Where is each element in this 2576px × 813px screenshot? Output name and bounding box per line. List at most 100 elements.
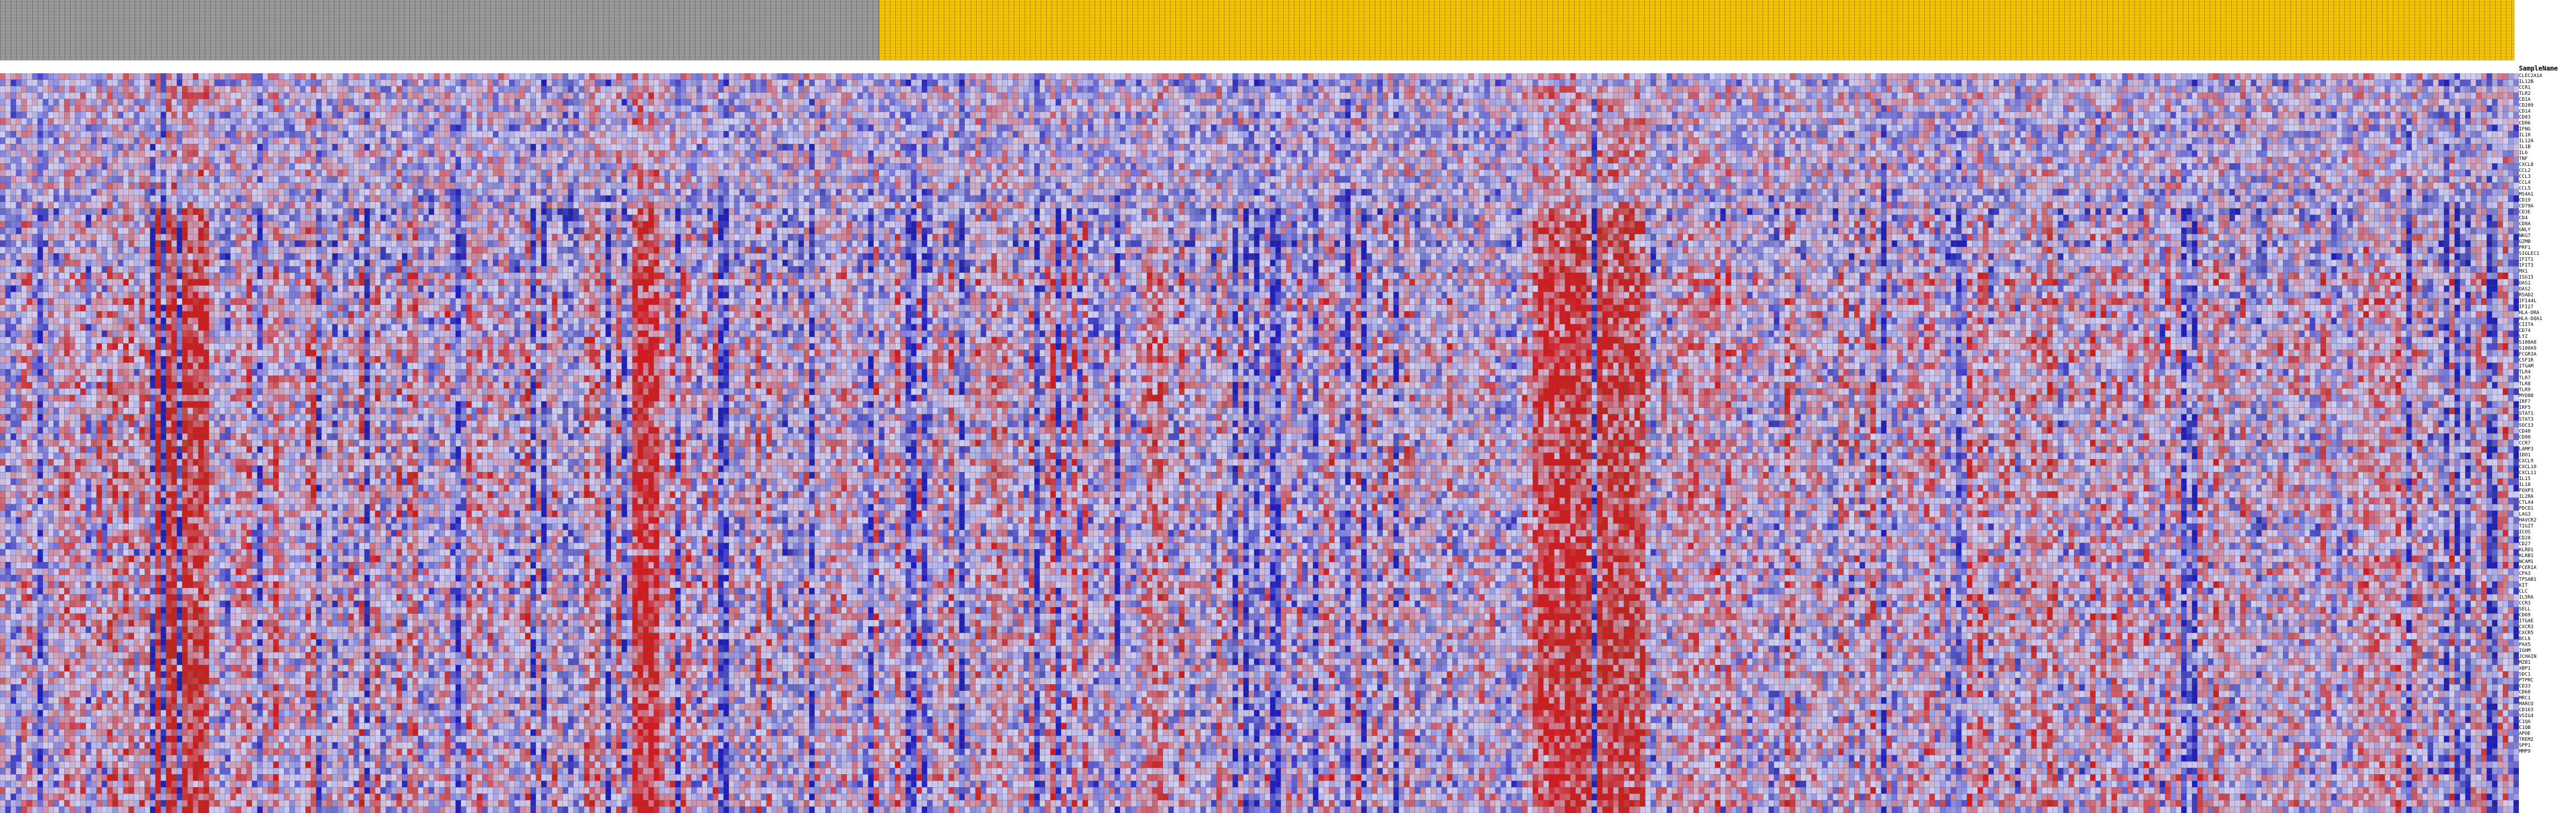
heatmap-cell: [349, 80, 354, 86]
heatmap-cell: [600, 125, 605, 131]
heatmap-cell: [2230, 73, 2235, 80]
heatmap-cell: [1350, 125, 1356, 131]
heatmap-cell: [1286, 93, 1292, 99]
heatmap-cell: [1425, 125, 1431, 131]
heatmap-cell: [2283, 99, 2288, 106]
heatmap-cell: [1425, 80, 1431, 86]
heatmap-cell: [498, 137, 504, 144]
heatmap-cell: [1565, 131, 1570, 137]
heatmap-cell: [997, 93, 1002, 99]
heatmap-cell: [1549, 112, 1554, 119]
heatmap-cell: [1297, 131, 1303, 137]
heatmap-cell: [2363, 86, 2369, 93]
heatmap-cell: [589, 93, 595, 99]
heatmap-cell: [2299, 86, 2305, 93]
heatmap-cell: [214, 93, 220, 99]
heatmap-cell: [723, 99, 729, 106]
heatmap-cell: [1506, 119, 1512, 125]
heatmap-cell: [1533, 137, 1538, 144]
heatmap-cell: [1838, 80, 1843, 86]
heatmap-cell: [53, 112, 59, 119]
heatmap-cell: [2128, 106, 2133, 112]
heatmap-cell: [1281, 125, 1286, 131]
heatmap-cell: [852, 80, 858, 86]
heatmap-cell: [1308, 99, 1313, 106]
heatmap-cell: [1340, 119, 1345, 125]
heatmap-cell: [0, 119, 5, 125]
heatmap-cell: [1522, 137, 1528, 144]
heatmap-cell: [1619, 93, 1624, 99]
heatmap-cell: [1383, 131, 1388, 137]
heatmap-cell: [1361, 73, 1367, 80]
heatmap-cell: [2128, 125, 2133, 131]
heatmap-cell: [413, 112, 418, 119]
heatmap-cell: [134, 86, 140, 93]
heatmap-cell: [970, 131, 976, 137]
heatmap-cell: [236, 119, 241, 125]
heatmap-cell: [1870, 131, 1876, 137]
heatmap-cell: [386, 106, 391, 112]
heatmap-cell: [402, 86, 407, 93]
heatmap-cell: [589, 86, 595, 93]
heatmap-cell: [1672, 99, 1677, 106]
heatmap-cell: [707, 131, 713, 137]
heatmap-cell: [1072, 131, 1077, 137]
heatmap-cell: [2439, 112, 2444, 119]
heatmap-cell: [187, 80, 193, 86]
heatmap-cell: [429, 119, 434, 125]
heatmap-cell: [1249, 119, 1254, 125]
heatmap-cell: [332, 99, 338, 106]
heatmap-cell: [64, 137, 69, 144]
heatmap-cell: [938, 119, 943, 125]
heatmap-cell: [2417, 125, 2422, 131]
heatmap-cell: [643, 106, 649, 112]
heatmap-cell: [1007, 80, 1013, 86]
heatmap-cell: [1115, 99, 1120, 106]
heatmap-cell: [2288, 106, 2294, 112]
heatmap-cell: [1683, 99, 1688, 106]
heatmap-cell: [713, 112, 718, 119]
heatmap-cell: [1377, 80, 1383, 86]
heatmap-cell: [1747, 125, 1752, 131]
heatmap-cell: [1404, 80, 1410, 86]
heatmap-cell: [2074, 93, 2079, 99]
heatmap-cell: [1458, 131, 1463, 137]
heatmap-cell: [847, 137, 852, 144]
heatmap-cell: [2348, 80, 2353, 86]
heatmap-cell: [2460, 106, 2466, 112]
heatmap-cell: [2272, 73, 2278, 80]
heatmap-cell: [568, 131, 574, 137]
heatmap-cell: [48, 125, 54, 131]
heatmap-cell: [932, 93, 938, 99]
heatmap-cell: [729, 99, 734, 106]
heatmap-cell: [263, 106, 268, 112]
heatmap-cell: [1227, 112, 1233, 119]
heatmap-cell: [407, 119, 413, 125]
heatmap-cell: [1479, 86, 1485, 93]
heatmap-cell: [59, 73, 64, 80]
heatmap-cell: [1726, 93, 1731, 99]
heatmap-cell: [777, 93, 783, 99]
heatmap-cell: [1029, 73, 1034, 80]
heatmap-cell: [91, 73, 96, 80]
heatmap-cell: [2122, 80, 2128, 86]
heatmap-cell: [1029, 80, 1034, 86]
heatmap-cell: [2219, 112, 2224, 119]
heatmap-cell: [1688, 131, 1694, 137]
heatmap-cell: [2160, 125, 2165, 131]
heatmap-cell: [1967, 131, 1972, 137]
heatmap-cell: [359, 80, 365, 86]
heatmap-cell: [396, 125, 402, 131]
heatmap-cell: [343, 80, 349, 86]
heatmap-cell: [949, 106, 954, 112]
heatmap-cell: [2460, 125, 2466, 131]
heatmap-cell: [407, 80, 413, 86]
heatmap-cell: [1586, 125, 1592, 131]
heatmap-cell: [343, 99, 349, 106]
heatmap-cell: [632, 99, 638, 106]
heatmap-cell: [911, 125, 916, 131]
heatmap-cell: [2353, 86, 2358, 93]
heatmap-cell: [1452, 125, 1458, 131]
heatmap-cell: [2363, 125, 2369, 131]
heatmap-cell: [1870, 106, 1876, 112]
